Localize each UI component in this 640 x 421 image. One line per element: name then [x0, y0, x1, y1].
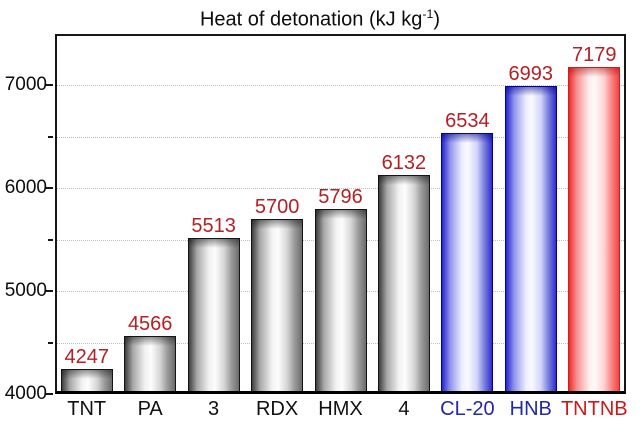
bar-hmx: [314, 209, 367, 394]
x-category-label-3: 3: [208, 398, 220, 420]
plot-area: 4247 4566 5513 5700 5796 6132 6534 6993 7179: [55, 34, 626, 394]
bar-pa: [124, 335, 177, 394]
x-category-label-rdx: RDX: [255, 398, 299, 420]
chart-title-superscript: -1: [422, 7, 434, 21]
y-tick-major: [45, 187, 53, 190]
x-category-label-cl-20: CL-20: [440, 398, 495, 420]
chart-title: Heat of detonation (kJ kg-1): [0, 7, 640, 32]
x-category-label-hmx: HMX: [318, 398, 363, 420]
y-tick-label: 5000: [4, 280, 47, 302]
y-gridline: [57, 188, 624, 190]
y-tick-label: 4000: [4, 383, 47, 404]
x-category-label-pa: PA: [137, 398, 163, 420]
bar-4: [377, 174, 430, 394]
bar-value-label: 6993: [508, 63, 554, 86]
bar-value-label: 6534: [445, 110, 490, 133]
x-category-label-tnt: TNT: [67, 398, 107, 420]
y-tick-minor: [48, 238, 53, 241]
bar-value-label: 7179: [572, 44, 617, 66]
y-tick-label: 6000: [4, 177, 47, 199]
y-gridline: [57, 85, 624, 87]
bar-value-label: 6132: [381, 151, 427, 174]
y-tick-major: [45, 290, 53, 293]
bar-value-label: 4247: [64, 345, 109, 368]
y-tick-major: [45, 393, 53, 395]
bar-rdx: [251, 219, 304, 394]
bar-hnb: [504, 86, 557, 394]
bar-value-label: 5513: [191, 215, 236, 238]
bar-cl-20: [441, 133, 494, 394]
y-tick-major: [45, 84, 53, 87]
x-category-label-4: 4: [398, 398, 410, 420]
bar-3: [187, 238, 240, 394]
bar-value-label: 5796: [318, 186, 363, 209]
x-category-label-tntnb: TNTNB: [560, 398, 628, 420]
x-category-label-hnb: HNB: [509, 398, 552, 420]
bar-tntnb: [568, 67, 621, 394]
bar-tnt: [60, 368, 113, 394]
chart-title-close-paren: ): [433, 8, 441, 31]
y-tick-label: 7000: [4, 74, 47, 96]
chart-title-text: Heat of detonation (kJ kg: [199, 8, 423, 31]
y-tick-minor: [48, 135, 53, 138]
y-gridline: [57, 136, 624, 138]
y-tick-minor: [48, 341, 53, 344]
bar-value-label: 5700: [254, 196, 300, 219]
bar-value-label: 4566: [127, 312, 173, 335]
